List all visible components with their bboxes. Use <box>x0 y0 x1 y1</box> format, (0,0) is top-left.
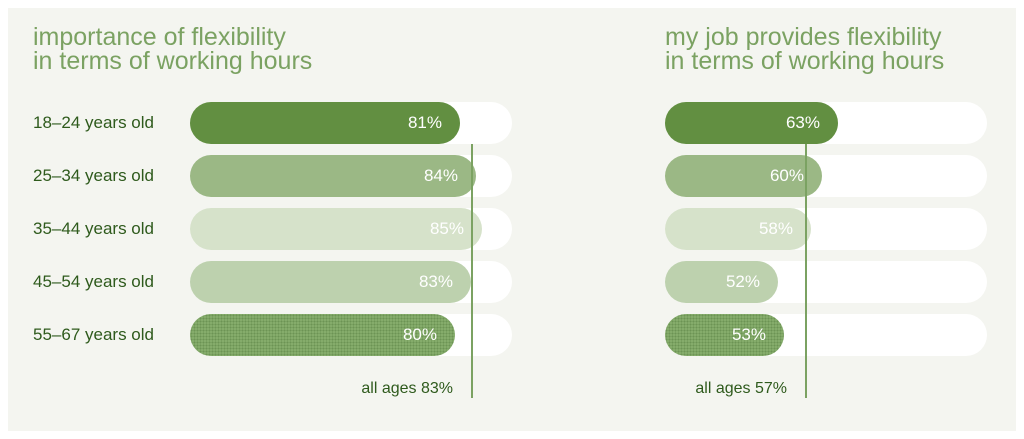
bar-track-provides: 60% <box>665 155 987 197</box>
bar-value-label: 53% <box>731 325 766 344</box>
average-line-provides <box>805 144 807 398</box>
bar-value-label: 52% <box>725 272 760 291</box>
bar-value-label: 80% <box>402 325 437 344</box>
bar-value-label: 85% <box>429 219 464 238</box>
bar-value-label: 58% <box>758 219 793 238</box>
category-label: 18–24 years old <box>33 113 154 132</box>
bar-track-importance: 85% <box>190 208 512 250</box>
bar-value-label: 84% <box>423 166 458 185</box>
category-label: 55–67 years old <box>33 325 154 344</box>
bar-track-provides: 52% <box>665 261 987 303</box>
chart-title-importance: importance of flexibility in terms of wo… <box>33 23 313 75</box>
bar-value-label: 81% <box>407 113 442 132</box>
chart-panel: importance of flexibility in terms of wo… <box>8 8 1016 431</box>
bar-provides <box>665 261 778 303</box>
bar-provides <box>665 155 822 197</box>
average-label-importance: all ages 83% <box>361 380 453 397</box>
bar-track-provides: 53% <box>665 314 987 356</box>
bar-provides <box>665 208 811 250</box>
bar-track-importance: 80% <box>190 314 512 356</box>
bar-track-importance: 81% <box>190 102 512 144</box>
bar-importance <box>190 261 471 303</box>
bar-track-importance: 83% <box>190 261 512 303</box>
category-label: 35–44 years old <box>33 219 154 238</box>
bar-track-provides: 58% <box>665 208 987 250</box>
chart-title-provides: my job provides flexibility in terms of … <box>665 23 945 75</box>
bar-value-label: 63% <box>785 113 820 132</box>
bar-importance <box>190 102 460 144</box>
bar-value-label: 83% <box>418 272 453 291</box>
bar-importance <box>190 208 482 250</box>
bar-track-importance: 84% <box>190 155 512 197</box>
category-label: 25–34 years old <box>33 166 154 185</box>
bar-importance <box>190 314 455 356</box>
average-label-provides: all ages 57% <box>695 380 787 397</box>
average-line-importance <box>471 144 473 398</box>
bar-value-label: 60% <box>769 166 804 185</box>
bar-provides <box>665 102 838 144</box>
bar-track-provides: 63% <box>665 102 987 144</box>
category-label: 45–54 years old <box>33 272 154 291</box>
bar-provides <box>665 314 784 356</box>
bar-importance <box>190 155 476 197</box>
